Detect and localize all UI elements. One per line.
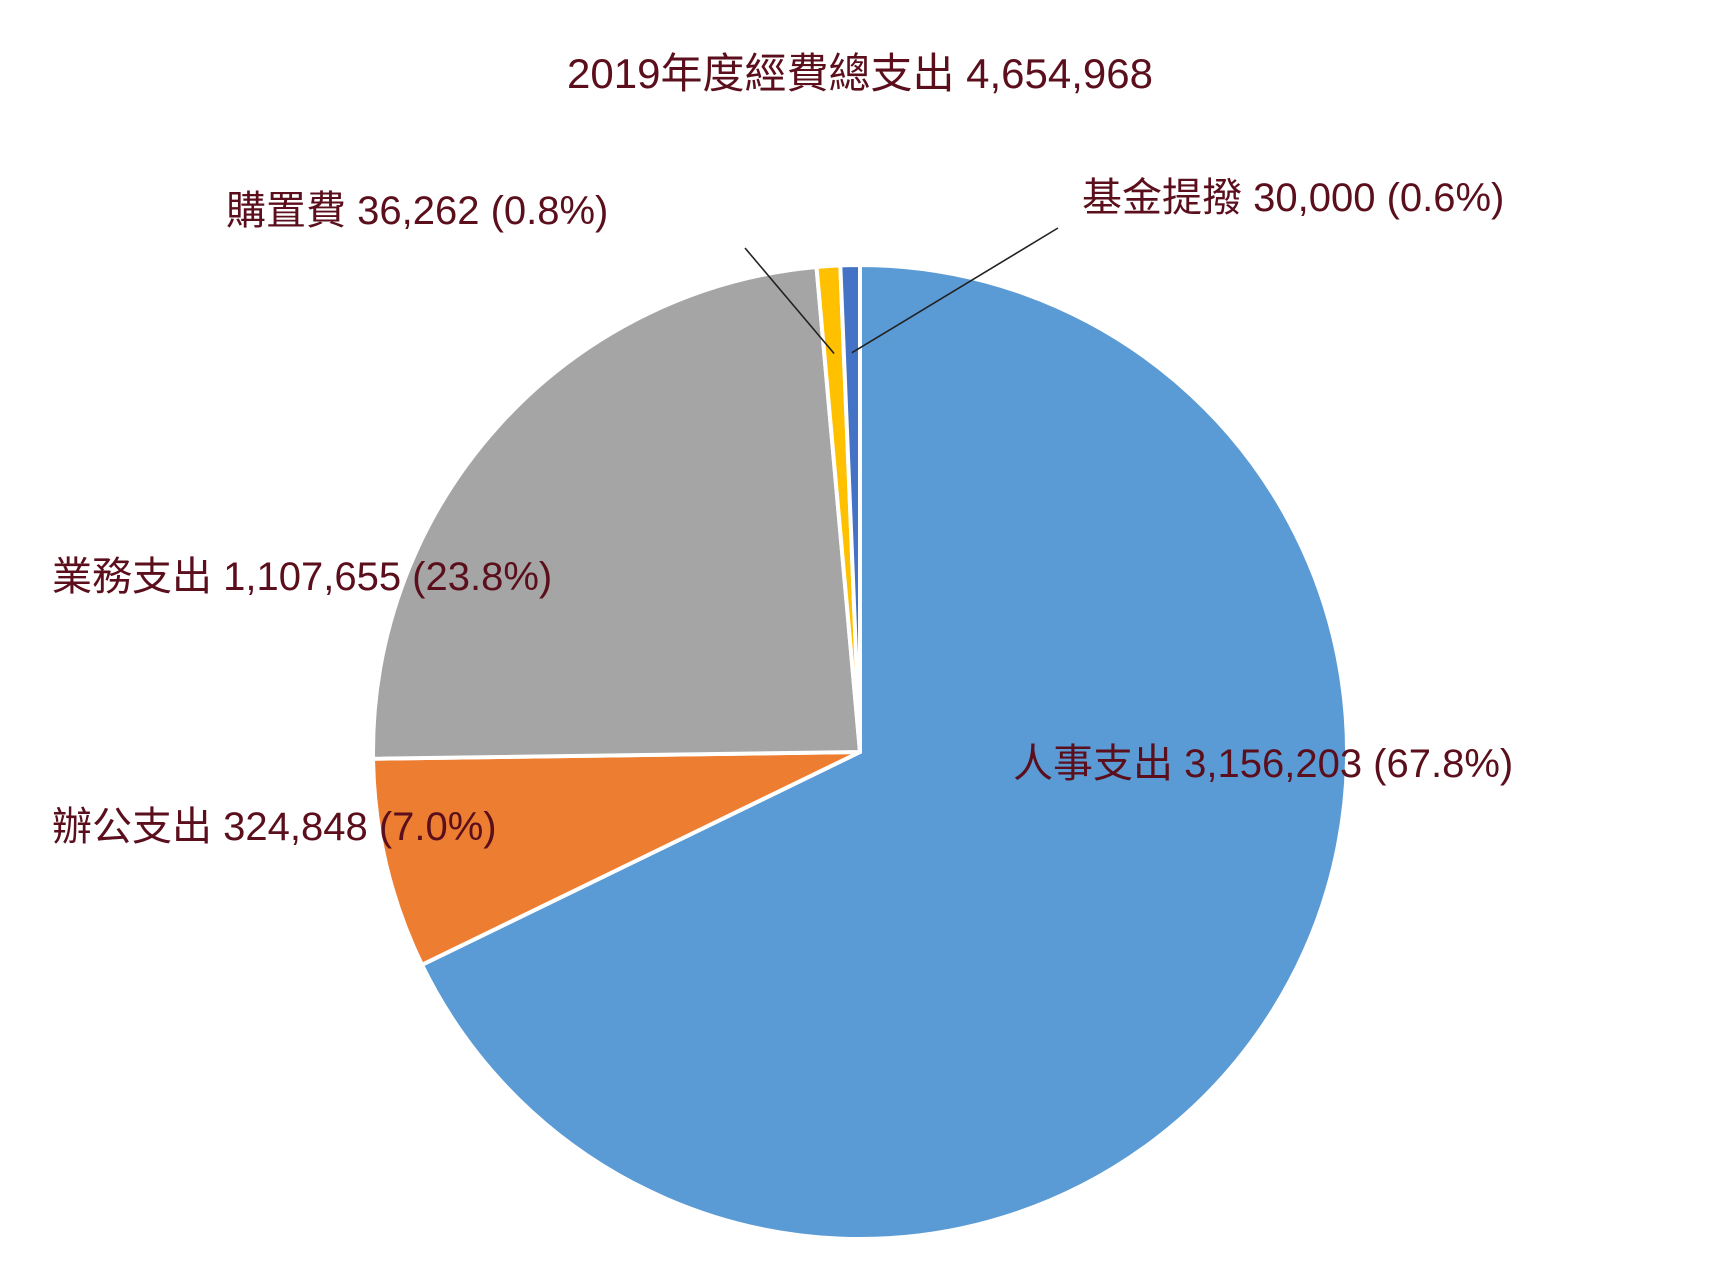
leader-lines <box>744 227 1059 355</box>
pie-slice-0 <box>419 263 1349 1241</box>
slice-labels: 人事支出 3,156,203 (67.8%) 辦公支出 324,848 (7.0%… <box>52 176 1513 849</box>
leader-line-3 <box>744 247 835 355</box>
slice-label-2: 業務支出 1,107,655 (23.8%) <box>52 555 552 599</box>
slice-label-0: 人事支出 3,156,203 (67.8%) <box>1013 742 1513 786</box>
pie-slice-4 <box>838 263 862 754</box>
slice-label-1: 辦公支出 324,848 (7.0%) <box>52 805 497 849</box>
pie-slices <box>371 263 1349 1241</box>
pie-slice-2 <box>371 264 862 761</box>
leader-line-4 <box>851 227 1059 354</box>
chart-title: 2019年度經費總支出 4,654,968 <box>567 50 1153 97</box>
pie-slice-1 <box>371 750 862 967</box>
slice-label-3: 購置費 36,262 (0.8%) <box>226 189 608 233</box>
slice-label-4: 基金提撥 30,000 (0.6%) <box>1082 176 1504 220</box>
